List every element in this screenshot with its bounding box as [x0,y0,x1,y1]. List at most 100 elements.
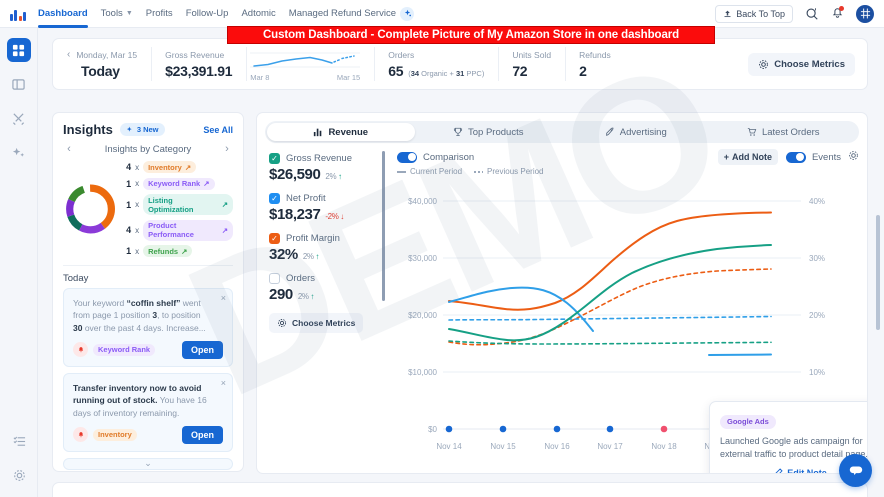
notification-bell-icon[interactable] [830,6,845,21]
rail-item-list-checks[interactable] [7,429,31,453]
tab-revenue[interactable]: Revenue [267,123,415,141]
prev-category-arrow-icon[interactable]: ‹ [67,143,71,155]
insight-card-tag[interactable]: Keyword Rank [93,343,156,356]
close-icon[interactable]: × [220,293,226,303]
external-link-icon: ↗ [203,179,210,188]
insight-card-open-button[interactable]: Open [181,340,223,359]
tab-advertising[interactable]: Advertising [562,123,710,141]
delta-value: 2% [325,172,337,181]
events-toggle[interactable] [785,151,806,163]
delta-value: 2% [297,292,309,301]
legend-label: Previous Period [487,167,544,176]
nav-item-tools[interactable]: Tools ▼ [101,0,133,28]
chart-metric-profit-margin[interactable]: ✓ Profit Margin 32% 2% ↑ [269,233,387,263]
kpi-date-selector[interactable]: ‹ Monday, Mar 15 Today [53,45,151,83]
choose-metrics-label: Choose Metrics [774,58,845,70]
tab-top-products[interactable]: Top Products [415,123,563,141]
gear-icon [759,59,769,69]
nav-right-actions: Back To Top [715,4,874,23]
close-icon[interactable]: × [220,377,226,388]
checkbox-orders[interactable] [269,273,280,284]
rail-item-layout[interactable] [7,72,31,96]
metric-delta: -2% ↓ [325,212,344,221]
chart-settings-gear-icon[interactable] [848,148,859,166]
kpi-label: Refunds [579,49,611,60]
rail-item-dashboard-grid[interactable] [6,38,31,62]
checkbox-net-profit[interactable]: ✓ [269,193,280,204]
metrics-scrollbar[interactable] [382,151,385,301]
nav-item-adtomic[interactable]: Adtomic [241,0,275,28]
back-to-top-button[interactable]: Back To Top [715,4,793,23]
nav-label: Managed Refund Service [288,8,396,19]
sparkle-icon [400,6,414,21]
legend-label: Current Period [410,167,463,176]
category-tag-listing-optimization[interactable]: Listing Optimization ↗ [143,194,233,215]
insight-card-footer: Keyword Rank Open [73,340,223,359]
insight-card-inventory[interactable]: × Transfer inventory now to avoid runnin… [63,372,233,452]
rail-item-sparkles[interactable] [7,140,31,164]
insight-card-open-button[interactable]: Open [181,425,223,444]
chart-metric-net-profit[interactable]: ✓ Net Profit $18,237 -2% ↓ [269,193,387,223]
checkbox-gross-revenue[interactable]: ✓ [269,153,280,164]
nav-label: Adtomic [241,8,276,19]
tab-label: Revenue [328,126,369,138]
t0: Your keyword [73,298,127,308]
insight-card-partial[interactable] [63,457,233,470]
category-label: Refunds [148,246,179,256]
event-marker-nov-17 [606,425,614,433]
trend-up-icon: ↑ [310,292,315,301]
nav-item-profits[interactable]: Profits [146,0,173,28]
insight-card-keyword-rank[interactable]: × Your keyword “coffin shelf” went from … [63,288,233,367]
chevron-left-icon[interactable]: ‹ [67,49,71,60]
kpi-refunds: Refunds 2 [565,45,625,83]
metric-name: Orders [286,273,316,284]
metric-value: $26,590 [269,166,321,183]
rail-item-swords[interactable] [7,106,31,130]
nav-item-managed-refund-service[interactable]: Managed Refund Service [289,0,414,28]
chart-choose-metrics-button[interactable]: Choose Metrics [269,313,364,333]
kpi-label: Orders [388,49,415,60]
add-note-button[interactable]: + Add Note [717,149,778,165]
metric-name: Net Profit [286,193,326,204]
metric-value-row: $26,590 2% ↑ [269,166,387,183]
edit-note-button[interactable]: Edit Note [720,468,867,473]
next-category-arrow-icon[interactable]: › [225,143,229,155]
nav-item-follow-up[interactable]: Follow-Up [186,0,229,28]
chat-bubble-icon [849,466,862,475]
kpi-orders: Orders 65 (34 Organic + 31 PPC) [374,45,498,83]
kpi-value: 2 [579,62,587,79]
tab-label: Top Products [468,126,524,138]
comparison-toggle[interactable] [397,151,417,163]
choose-metrics-button[interactable]: Choose Metrics [748,52,855,76]
insight-card-tag[interactable]: Inventory [93,428,137,441]
category-label: Product Performance [148,221,194,239]
insights-new-badge[interactable]: 3 New [119,123,165,136]
chart-metric-gross-revenue[interactable]: ✓ Gross Revenue $26,590 2% ↑ [269,153,387,183]
rail-item-settings-gear[interactable] [7,463,31,487]
brand-logo-icon[interactable] [10,7,26,21]
category-tag-product-performance[interactable]: Product Performance ↗ [143,219,233,241]
rail-bottom-group [0,419,38,487]
search-icon[interactable] [804,6,819,21]
kpi-date-label: Monday, Mar 15 [76,49,138,60]
metric-value-row: 290 2% ↑ [269,286,387,303]
custom-dashboard-banner: Custom Dashboard - Complete Picture of M… [227,26,715,44]
insights-collapse-chevron-icon[interactable]: ⌄ [144,458,152,468]
nav-item-dashboard[interactable]: Dashboard [38,0,88,28]
insights-see-all-link[interactable]: See All [203,124,233,135]
chart-metric-orders[interactable]: Orders 290 2% ↑ [269,273,387,303]
chat-support-button[interactable] [839,454,872,487]
page-scrollbar[interactable] [876,215,880,330]
alert-bell-icon [73,427,88,443]
apps-grid-button[interactable] [856,4,874,23]
revenue-line-chart[interactable]: $40,000 $30,000 $20,000 $10,000 $0 40% 3… [387,183,867,473]
insight-card-text: Transfer inventory now to avoid running … [73,382,223,419]
category-tag-inventory[interactable]: Inventory ↗ [143,161,197,173]
category-tag-refunds[interactable]: Refunds ↗ [143,245,193,257]
category-tag-keyword-rank[interactable]: Keyword Rank ↗ [143,177,215,190]
tab-latest-orders[interactable]: Latest Orders [710,123,858,141]
checkbox-profit-margin[interactable]: ✓ [269,233,280,244]
trend-up-icon: ↑ [315,252,320,261]
